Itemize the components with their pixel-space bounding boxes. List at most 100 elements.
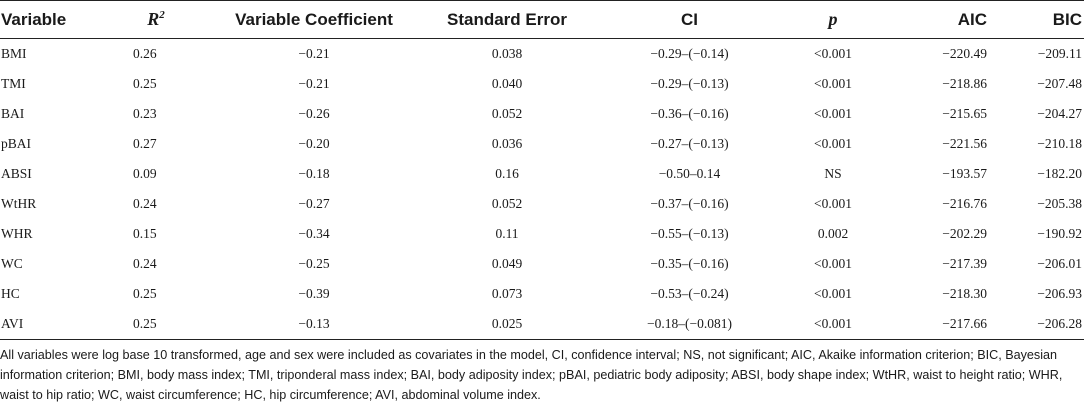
- cell-p: 0.002: [817, 226, 849, 241]
- cell-aic: −218.30: [942, 286, 987, 301]
- cell-variable: pBAI: [1, 136, 31, 151]
- cell-coef: −0.25: [298, 256, 330, 271]
- table-body: BMI 0.26 −0.21 0.038 −0.29–(−0.14) <0.001 −220…: [0, 39, 1084, 340]
- cell-variable: HC: [1, 286, 20, 301]
- cell-ci: −0.55–(−0.13): [650, 226, 729, 241]
- cell-p: <0.001: [814, 46, 852, 61]
- regression-table: Variable R2 Variable Coefficient Standar…: [0, 0, 1084, 340]
- cell-variable: WtHR: [1, 196, 37, 211]
- cell-ci: −0.50–0.14: [658, 166, 721, 181]
- header-r-squared-sup: 2: [159, 9, 165, 21]
- header-variable: Variable: [0, 0, 96, 39]
- cell-se: 0.049: [491, 256, 523, 271]
- cell-se: 0.025: [412, 309, 602, 340]
- cell-coef: −0.34: [298, 226, 330, 241]
- header-p-value: p: [777, 0, 889, 39]
- cell-se: 0.036: [491, 136, 523, 151]
- cell-se: 0.073: [491, 286, 523, 301]
- cell-bic: −205.38: [1037, 196, 1082, 211]
- cell-coef: −0.13: [216, 309, 412, 340]
- header-ci: CI: [602, 0, 777, 39]
- cell-bic: −206.01: [1037, 256, 1082, 271]
- cell-se: 0.16: [495, 166, 519, 181]
- cell-aic: −218.86: [942, 76, 987, 91]
- cell-coef: −0.27: [298, 196, 330, 211]
- cell-p: <0.001: [814, 196, 852, 211]
- cell-r2: 0.23: [133, 106, 157, 121]
- cell-coef: −0.39: [298, 286, 330, 301]
- cell-variable: BAI: [1, 106, 25, 121]
- header-aic: AIC: [889, 0, 989, 39]
- cell-bic: −190.92: [1037, 226, 1082, 241]
- cell-bic: −204.27: [1037, 106, 1082, 121]
- cell-aic: −220.49: [942, 46, 987, 61]
- cell-p: <0.001: [814, 286, 852, 301]
- cell-p: NS: [824, 166, 842, 181]
- cell-ci: −0.36–(−0.16): [650, 106, 729, 121]
- cell-ci: −0.35–(−0.16): [650, 256, 729, 271]
- cell-p: <0.001: [814, 256, 852, 271]
- cell-p: <0.001: [814, 136, 852, 151]
- header-r-squared: R2: [96, 0, 216, 39]
- cell-se: 0.11: [495, 226, 519, 241]
- cell-variable: WC: [1, 256, 23, 271]
- cell-bic: −207.48: [1037, 76, 1082, 91]
- cell-r2: 0.25: [96, 309, 216, 340]
- header-bic: BIC: [989, 0, 1084, 39]
- cell-p: <0.001: [777, 309, 889, 340]
- table-row: WHR 0.15 −0.34 0.11 −0.55–(−0.13) 0.002 −202.2…: [0, 219, 1084, 249]
- cell-r2: 0.09: [133, 166, 157, 181]
- table-row: BMI 0.26 −0.21 0.038 −0.29–(−0.14) <0.001 −220…: [0, 39, 1084, 70]
- cell-r2: 0.26: [133, 46, 157, 61]
- cell-ci: −0.37–(−0.16): [650, 196, 729, 211]
- cell-se: 0.040: [491, 76, 523, 91]
- table-row: WtHR 0.24 −0.27 0.052 −0.37–(−0.16) <0.001 −21…: [0, 189, 1084, 219]
- table-row: HC 0.25 −0.39 0.073 −0.53–(−0.24) <0.001 −218.…: [0, 279, 1084, 309]
- cell-se: 0.052: [491, 196, 523, 211]
- cell-aic: −221.56: [942, 136, 987, 151]
- cell-ci: −0.29–(−0.13): [650, 76, 729, 91]
- table-row: BAI 0.23 −0.26 0.052 −0.36–(−0.16) <0.001 −215…: [0, 99, 1084, 129]
- header-standard-error: Standard Error: [412, 0, 602, 39]
- header-r-squared-base: R: [147, 9, 160, 29]
- cell-ci: −0.27–(−0.13): [650, 136, 729, 151]
- cell-p: <0.001: [814, 106, 852, 121]
- cell-aic: −215.65: [942, 106, 987, 121]
- cell-r2: 0.24: [133, 196, 157, 211]
- cell-se: 0.052: [491, 106, 523, 121]
- cell-aic: −217.39: [942, 256, 987, 271]
- cell-ci: −0.53–(−0.24): [650, 286, 729, 301]
- table-row: WC 0.24 −0.25 0.049 −0.35–(−0.16) <0.001 −217.…: [0, 249, 1084, 279]
- cell-variable: BMI: [1, 46, 27, 61]
- cell-coef: −0.21: [298, 76, 330, 91]
- cell-se: 0.038: [491, 46, 523, 61]
- table-row: pBAI 0.27 −0.20 0.036 −0.27–(−0.13) <0.001 −22…: [0, 129, 1084, 159]
- table-header-row: Variable R2 Variable Coefficient Standar…: [0, 0, 1084, 39]
- cell-r2: 0.25: [133, 286, 157, 301]
- cell-coef: −0.26: [298, 106, 330, 121]
- cell-bic: −206.93: [1037, 286, 1082, 301]
- cell-aic: −217.66: [889, 309, 989, 340]
- cell-ci: −0.29–(−0.14): [650, 46, 729, 61]
- cell-p: <0.001: [814, 76, 852, 91]
- cell-coef: −0.20: [298, 136, 330, 151]
- cell-ci: −0.18–(−0.081): [602, 309, 777, 340]
- table-row: AVI 0.25 −0.13 0.025 −0.18–(−0.081) <0.001 −21…: [0, 309, 1084, 340]
- cell-aic: −216.76: [942, 196, 987, 211]
- cell-coef: −0.21: [298, 46, 330, 61]
- table-footnote: All variables were log base 10 transform…: [0, 348, 1063, 402]
- header-variable-coefficient: Variable Coefficient: [216, 0, 412, 39]
- cell-r2: 0.15: [133, 226, 157, 241]
- cell-variable: TMI: [1, 76, 26, 91]
- cell-bic: −206.28: [989, 309, 1084, 340]
- cell-aic: −202.29: [942, 226, 987, 241]
- cell-variable: ABSI: [1, 166, 32, 181]
- cell-aic: −193.57: [942, 166, 987, 181]
- cell-variable: WHR: [1, 226, 33, 241]
- table-row: TMI 0.25 −0.21 0.040 −0.29–(−0.13) <0.001 −218…: [0, 69, 1084, 99]
- cell-bic: −209.11: [1037, 46, 1082, 61]
- cell-r2: 0.24: [133, 256, 157, 271]
- table-row: ABSI 0.09 −0.18 0.16 −0.50–0.14 NS −193.57 −182…: [0, 159, 1084, 189]
- cell-bic: −182.20: [1037, 166, 1082, 181]
